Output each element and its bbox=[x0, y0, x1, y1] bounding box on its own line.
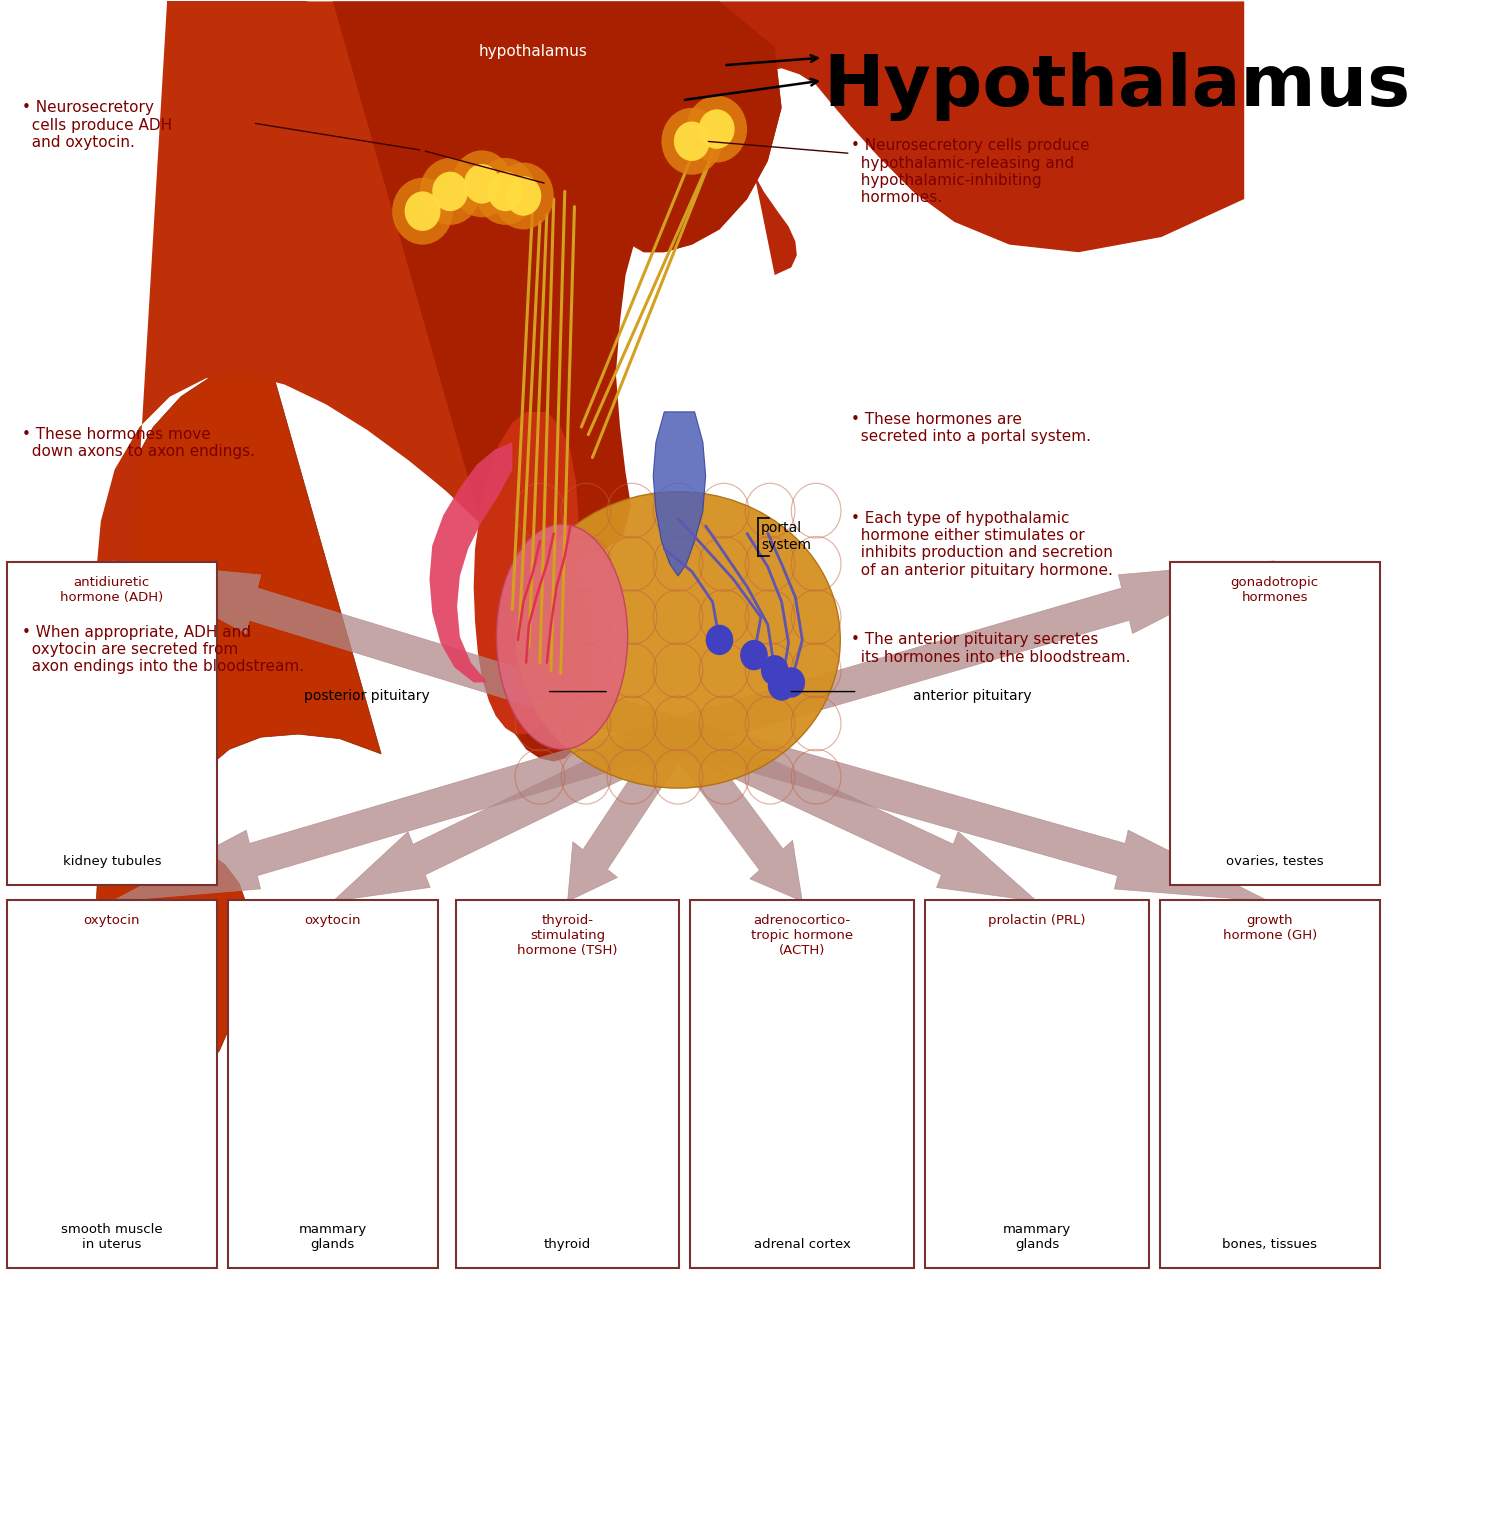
Circle shape bbox=[760, 655, 789, 685]
Polygon shape bbox=[567, 725, 690, 902]
Circle shape bbox=[452, 151, 513, 218]
Circle shape bbox=[699, 110, 735, 149]
Text: oxytocin: oxytocin bbox=[304, 914, 361, 926]
Text: mammary
glands: mammary glands bbox=[298, 1223, 368, 1250]
Text: oxytocin: oxytocin bbox=[84, 914, 140, 926]
Circle shape bbox=[662, 108, 722, 175]
FancyBboxPatch shape bbox=[228, 900, 438, 1267]
Polygon shape bbox=[429, 442, 513, 682]
FancyBboxPatch shape bbox=[8, 562, 217, 885]
Polygon shape bbox=[112, 717, 682, 902]
Polygon shape bbox=[666, 723, 802, 902]
Text: mammary
glands: mammary glands bbox=[1004, 1223, 1071, 1250]
FancyBboxPatch shape bbox=[1160, 900, 1380, 1267]
Text: ovaries, testes: ovaries, testes bbox=[1226, 854, 1323, 868]
Circle shape bbox=[674, 122, 710, 161]
Polygon shape bbox=[333, 719, 684, 902]
Text: anterior pituitary: anterior pituitary bbox=[914, 688, 1032, 702]
Text: smooth muscle
in uterus: smooth muscle in uterus bbox=[62, 1223, 162, 1250]
Text: adrenal cortex: adrenal cortex bbox=[754, 1238, 850, 1250]
Text: kidney tubules: kidney tubules bbox=[63, 854, 160, 868]
Polygon shape bbox=[96, 2, 782, 746]
Circle shape bbox=[494, 163, 554, 230]
Circle shape bbox=[687, 96, 747, 163]
Circle shape bbox=[476, 158, 536, 225]
Circle shape bbox=[432, 172, 468, 212]
FancyBboxPatch shape bbox=[8, 900, 217, 1267]
Text: • When appropriate, ADH and
  oxytocin are secreted from
  axon endings into the: • When appropriate, ADH and oxytocin are… bbox=[22, 624, 304, 675]
Text: adrenocortico-
tropic hormone
(ACTH): adrenocortico- tropic hormone (ACTH) bbox=[752, 914, 853, 956]
Text: growth
hormone (GH): growth hormone (GH) bbox=[1222, 914, 1317, 941]
Polygon shape bbox=[652, 411, 705, 576]
Text: • The anterior pituitary secretes
  its hormones into the bloodstream.: • The anterior pituitary secretes its ho… bbox=[850, 632, 1130, 664]
Text: Hypothalamus: Hypothalamus bbox=[824, 52, 1410, 120]
Circle shape bbox=[392, 178, 453, 245]
FancyBboxPatch shape bbox=[690, 900, 914, 1267]
Polygon shape bbox=[96, 2, 636, 1104]
Text: posterior pituitary: posterior pituitary bbox=[303, 688, 429, 702]
Text: antidiuretic
hormone (ADH): antidiuretic hormone (ADH) bbox=[60, 576, 164, 605]
FancyBboxPatch shape bbox=[926, 900, 1149, 1267]
FancyBboxPatch shape bbox=[1170, 562, 1380, 885]
Polygon shape bbox=[474, 411, 579, 734]
Text: • Neurosecretory cells produce
  hypothalamic-releasing and
  hypothalamic-inhib: • Neurosecretory cells produce hypothala… bbox=[850, 139, 1089, 206]
Text: prolactin (PRL): prolactin (PRL) bbox=[988, 914, 1086, 926]
Text: • These hormones are
  secreted into a portal system.: • These hormones are secreted into a por… bbox=[850, 411, 1090, 445]
Text: bones, tissues: bones, tissues bbox=[1222, 1238, 1317, 1250]
Polygon shape bbox=[112, 560, 682, 751]
Circle shape bbox=[777, 667, 806, 698]
Circle shape bbox=[420, 158, 480, 225]
Polygon shape bbox=[672, 719, 1036, 902]
Polygon shape bbox=[675, 717, 1269, 902]
Circle shape bbox=[464, 164, 500, 204]
Polygon shape bbox=[333, 2, 782, 762]
Ellipse shape bbox=[496, 524, 627, 749]
Text: portal
system: portal system bbox=[760, 521, 812, 551]
Text: gonadotropic
hormones: gonadotropic hormones bbox=[1230, 576, 1318, 605]
Circle shape bbox=[488, 172, 524, 212]
Circle shape bbox=[705, 624, 734, 655]
Text: thyroid: thyroid bbox=[544, 1238, 591, 1250]
Circle shape bbox=[506, 177, 542, 216]
Text: • These hormones move
  down axons to axon endings.: • These hormones move down axons to axon… bbox=[22, 426, 255, 460]
Polygon shape bbox=[674, 560, 1275, 751]
Circle shape bbox=[768, 670, 795, 701]
Circle shape bbox=[405, 192, 441, 231]
FancyBboxPatch shape bbox=[456, 900, 680, 1267]
Ellipse shape bbox=[516, 492, 840, 787]
Circle shape bbox=[740, 640, 768, 670]
Text: thyroid-
stimulating
hormone (TSH): thyroid- stimulating hormone (TSH) bbox=[518, 914, 618, 956]
Text: • Neurosecretory
  cells produce ADH
  and oxytocin.: • Neurosecretory cells produce ADH and o… bbox=[22, 101, 172, 149]
Text: hypothalamus: hypothalamus bbox=[478, 44, 588, 59]
Polygon shape bbox=[720, 2, 1244, 276]
Text: • Each type of hypothalamic
  hormone either stimulates or
  inhibits production: • Each type of hypothalamic hormone eith… bbox=[850, 510, 1113, 577]
